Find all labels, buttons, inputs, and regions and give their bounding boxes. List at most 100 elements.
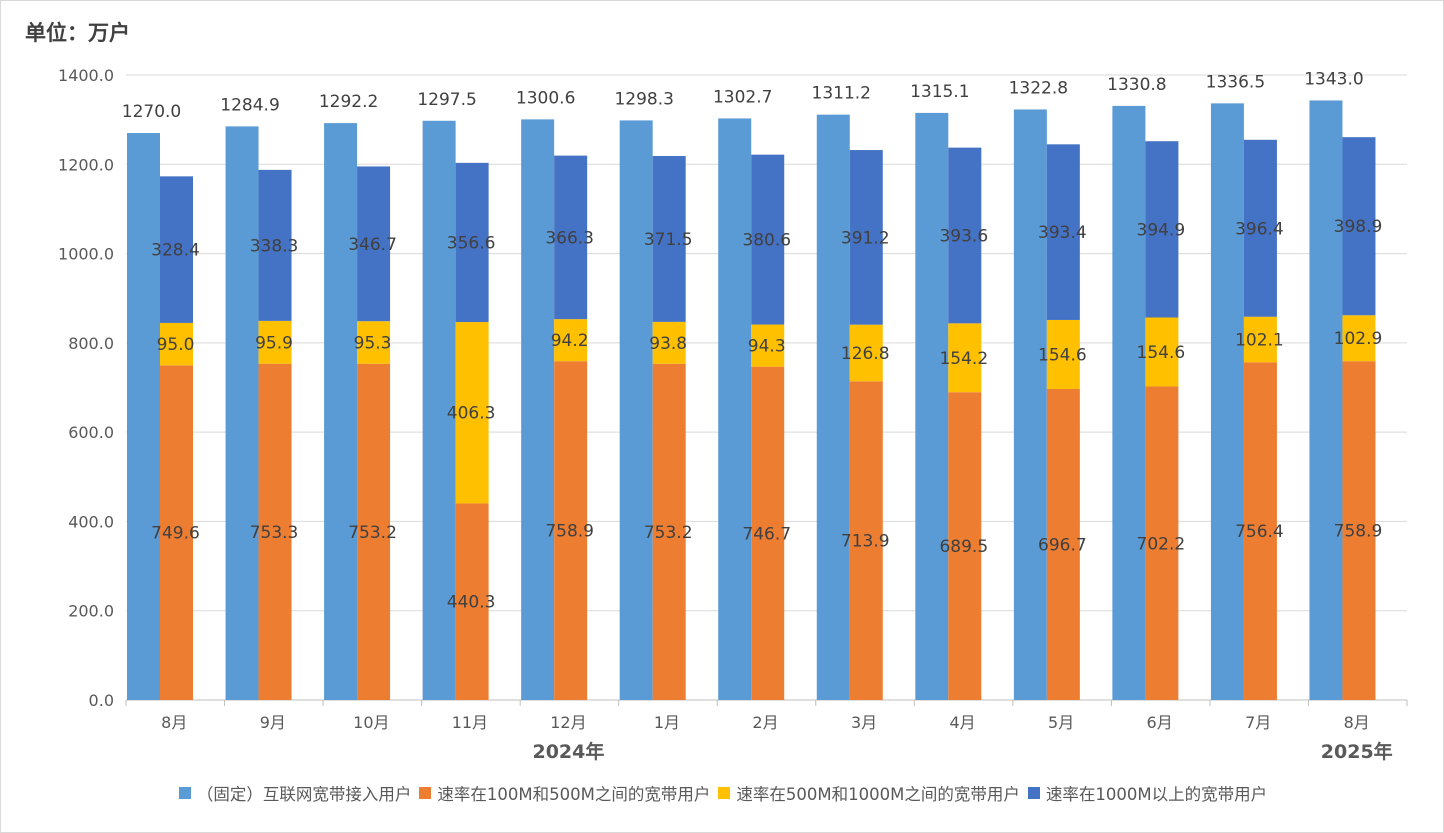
bar-segment-3 xyxy=(258,169,292,321)
data-label-segment-1: 746.7 xyxy=(742,524,791,544)
x-category-label: 11月 xyxy=(452,713,488,732)
bar-segment-2 xyxy=(160,322,193,366)
data-label-segment-2: 95.0 xyxy=(157,335,195,355)
legend-swatch xyxy=(419,787,432,799)
y-tick-label: 800.0 xyxy=(68,334,114,353)
legend: （固定）互联网宽带接入用户 速率在100M和500M之间的宽带用户 速率在500M和… xyxy=(1,781,1444,805)
x-category-label: 4月 xyxy=(949,713,975,732)
bar-segment-1 xyxy=(357,363,391,700)
bar-total xyxy=(619,120,653,700)
data-label-total: 1336.5 xyxy=(1206,72,1265,92)
year-label: 2025年 xyxy=(1321,740,1393,763)
bar-segment-3 xyxy=(652,156,686,322)
y-tick-label: 1000.0 xyxy=(58,245,114,264)
x-category-label: 1月 xyxy=(654,713,680,732)
bar-segment-3 xyxy=(948,147,982,324)
bar-segment-2 xyxy=(948,323,982,393)
x-category-label: 5月 xyxy=(1048,713,1074,732)
data-label-segment-3: 380.6 xyxy=(742,231,791,251)
data-label-segment-3: 394.9 xyxy=(1137,220,1186,240)
bar-segment-3 xyxy=(357,166,391,322)
bar-segment-3 xyxy=(1342,137,1376,316)
x-category-label: 3月 xyxy=(851,713,877,732)
data-label-segment-3: 391.2 xyxy=(841,228,890,248)
data-label-segment-3: 393.4 xyxy=(1038,223,1087,243)
x-category-label: 7月 xyxy=(1245,713,1271,732)
bar-segment-3 xyxy=(554,155,588,320)
bar-total xyxy=(915,112,949,700)
data-label-segment-2: 154.6 xyxy=(1137,343,1186,363)
data-label-segment-1: 758.9 xyxy=(1334,522,1383,542)
bar-segment-3 xyxy=(1145,141,1179,318)
bar-total xyxy=(816,114,850,700)
x-category-label: 6月 xyxy=(1147,713,1173,732)
bar-total xyxy=(1013,109,1047,700)
bar-segment-1 xyxy=(1243,362,1277,700)
data-label-segment-3: 338.3 xyxy=(250,236,299,256)
data-label-segment-1: 758.9 xyxy=(545,522,594,542)
bar-total xyxy=(1112,105,1146,700)
bar-segment-1 xyxy=(258,363,292,700)
bar-segment-2 xyxy=(849,324,883,382)
data-label-segment-3: 346.7 xyxy=(348,235,397,255)
data-label-segment-2: 154.6 xyxy=(1038,345,1087,365)
bar-segment-3 xyxy=(1243,139,1277,317)
y-tick-label: 1200.0 xyxy=(58,155,114,174)
legend-swatch xyxy=(1027,787,1040,799)
bar-total xyxy=(1210,103,1244,701)
data-label-total: 1322.8 xyxy=(1009,78,1068,98)
bar-segment-2 xyxy=(652,321,686,364)
data-label-segment-1: 702.2 xyxy=(1137,534,1186,554)
legend-item-2: 速率在100M和500M之间的宽带用户 xyxy=(419,781,710,805)
bar-segment-2 xyxy=(455,322,489,504)
bar-total xyxy=(1309,100,1343,701)
y-tick-label: 200.0 xyxy=(68,602,114,621)
bar-segment-1 xyxy=(948,392,982,700)
bar-segment-2 xyxy=(1145,317,1179,387)
legend-swatch xyxy=(718,787,731,799)
data-label-segment-1: 440.3 xyxy=(447,593,496,613)
bar-segment-3 xyxy=(1046,144,1080,320)
data-label-segment-1: 753.3 xyxy=(250,523,299,543)
x-category-label: 9月 xyxy=(260,713,286,732)
data-label-segment-2: 93.8 xyxy=(649,334,687,354)
data-label-total: 1284.9 xyxy=(220,95,279,115)
bar-segment-1 xyxy=(1046,388,1080,700)
bar-total xyxy=(127,133,160,701)
data-label-segment-3: 396.4 xyxy=(1235,219,1284,239)
legend-item-4: 速率在1000M以上的宽带用户 xyxy=(1027,781,1268,805)
bar-total xyxy=(422,120,456,701)
data-label-total: 1298.3 xyxy=(614,89,673,109)
legend-label: 速率在1000M以上的宽带用户 xyxy=(1045,785,1268,804)
bar-segment-2 xyxy=(1243,316,1277,363)
bar-segment-1 xyxy=(652,363,686,700)
data-label-segment-2: 406.3 xyxy=(447,404,496,424)
data-label-segment-3: 328.4 xyxy=(151,241,200,261)
data-label-segment-3: 371.5 xyxy=(644,230,693,250)
data-label-total: 1300.6 xyxy=(516,88,575,108)
legend-item-1: （固定）互联网宽带接入用户 xyxy=(178,781,411,805)
data-label-segment-2: 94.2 xyxy=(551,331,589,351)
bar-total xyxy=(324,123,358,700)
bar-segment-2 xyxy=(357,321,391,364)
legend-label: 速率在100M和500M之间的宽带用户 xyxy=(437,785,711,804)
data-label-segment-1: 749.6 xyxy=(151,524,200,544)
unit-label: 单位：万户 xyxy=(25,21,130,45)
y-tick-label: 400.0 xyxy=(68,512,114,531)
y-tick-label: 600.0 xyxy=(68,423,114,442)
data-label-segment-2: 95.3 xyxy=(354,333,392,353)
x-category-label: 8月 xyxy=(161,713,187,732)
x-category-label: 8月 xyxy=(1344,713,1370,732)
data-label-segment-1: 756.4 xyxy=(1235,522,1284,542)
data-label-total: 1315.1 xyxy=(910,82,969,102)
bar-segment-1 xyxy=(160,365,193,700)
bar-segment-1 xyxy=(455,503,489,700)
bar-segment-2 xyxy=(554,319,588,362)
bar-segment-2 xyxy=(1342,315,1376,362)
bar-segment-2 xyxy=(258,320,292,364)
data-label-segment-2: 95.9 xyxy=(255,333,293,353)
data-label-segment-3: 356.6 xyxy=(447,233,496,253)
bar-segment-3 xyxy=(849,150,883,325)
bar-segment-1 xyxy=(1145,386,1179,700)
year-label: 2024年 xyxy=(532,740,604,763)
